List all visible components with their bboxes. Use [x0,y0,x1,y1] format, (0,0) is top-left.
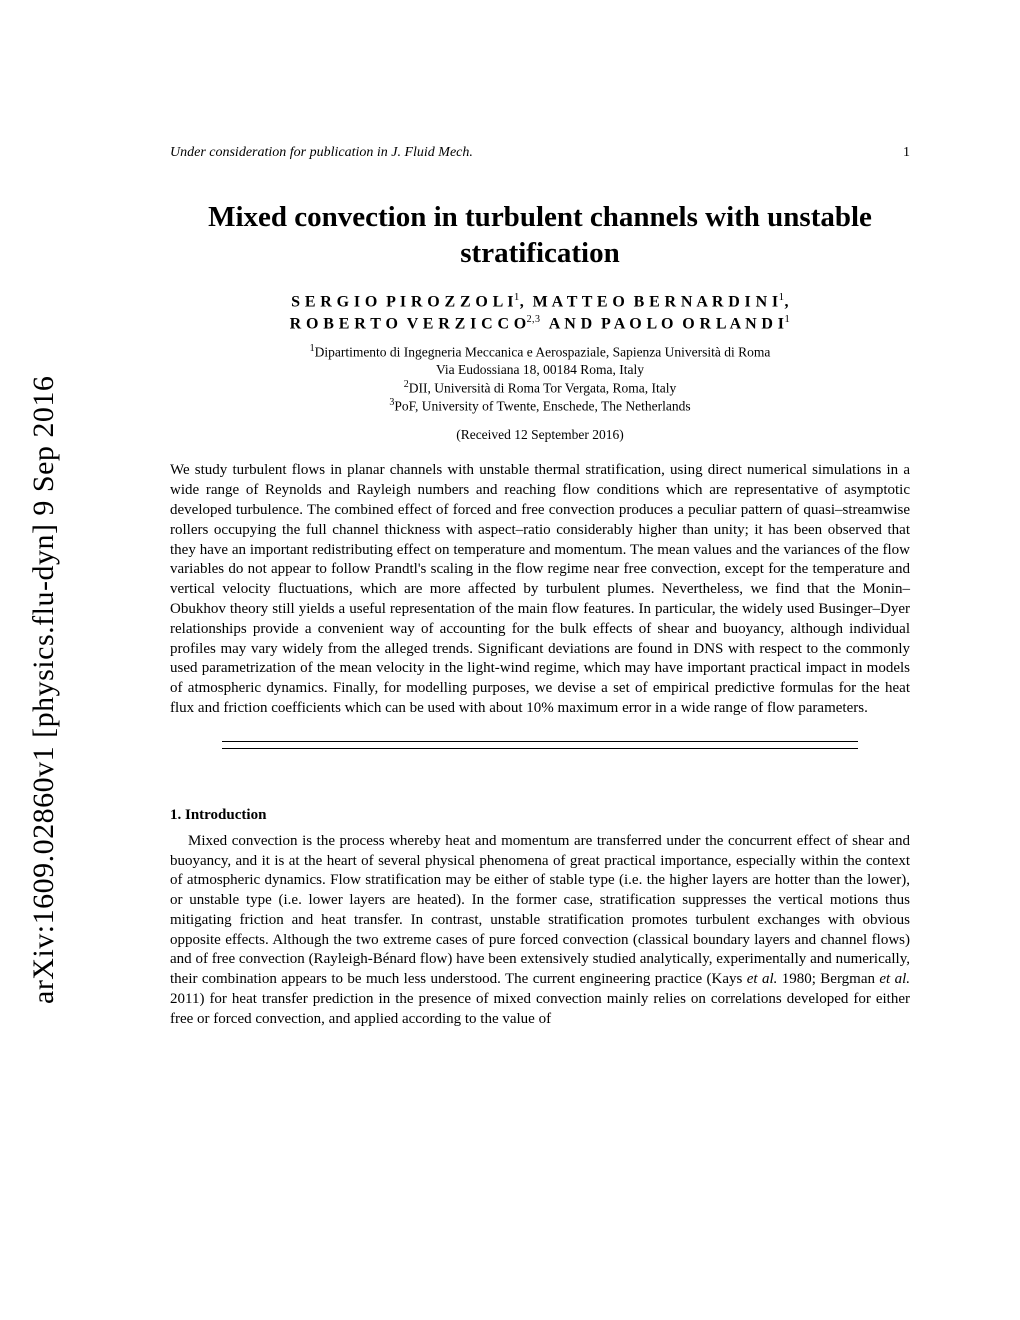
author-comma: , [784,293,788,310]
page-content: Under consideration for publication in J… [170,0,910,1030]
affil-1b: Via Eudossiana 18, 00184 Roma, Italy [436,362,644,377]
arxiv-identifier: arXiv:1609.02860v1 [physics.flu-dyn] 9 S… [24,330,64,1050]
divider-top [222,741,858,742]
author-1: S E R G I O P I R O Z Z O L I [291,293,514,310]
etal-1: et al. [747,971,778,987]
author-2: , M A T T E O B E R N A R D I N I [520,293,779,310]
running-header: Under consideration for publication in J… [170,145,910,161]
affil-3: PoF, University of Twente, Enschede, The… [394,398,690,413]
author-3-affil: 2,3 [527,314,541,325]
page-number: 1 [903,145,910,161]
intro-paragraph: Mixed convection is the process whereby … [170,832,910,1030]
section-number: 1. [170,807,181,823]
author-block: S E R G I O P I R O Z Z O L I 1 , M A T T … [170,290,910,336]
affiliation-block: 1Dipartimento di Ingegneria Meccanica e … [170,343,910,415]
journal-note: Under consideration for publication in J… [170,145,473,161]
intro-text-a: Mixed convection is the process whereby … [170,833,910,988]
abstract-text: We study turbulent flows in planar chann… [170,461,910,718]
author-4: A N D P A O L O O R L A N D I [540,316,784,333]
intro-text-c: 2011) for heat transfer prediction in th… [170,991,910,1027]
section-heading: 1. Introduction [170,807,910,824]
intro-text-b: 1980; Bergman [777,971,879,987]
paper-title: Mixed convection in turbulent channels w… [170,199,910,272]
author-3: R O B E R T O V E R Z I C C O [290,316,527,333]
etal-2: et al. [879,971,910,987]
affil-1a: Dipartimento di Ingegneria Meccanica e A… [315,345,771,360]
affil-2: DII, Università di Roma Tor Vergata, Rom… [409,380,677,395]
author-4-affil: 1 [784,313,790,325]
divider-bottom [222,748,858,749]
section-title: Introduction [185,807,266,823]
received-date: (Received 12 September 2016) [170,427,910,443]
